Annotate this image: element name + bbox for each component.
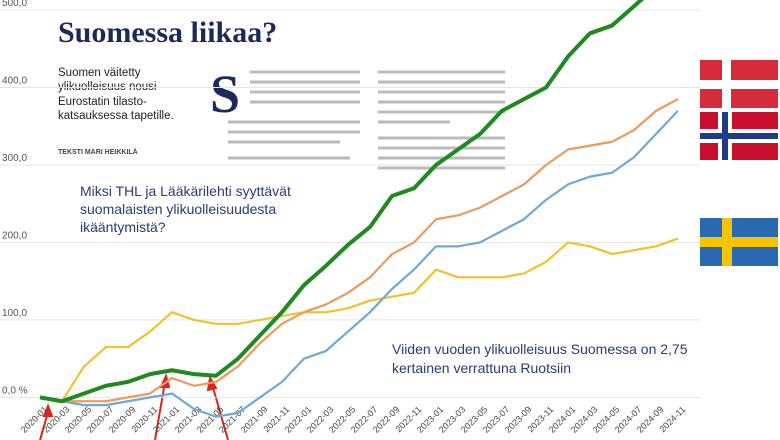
arrows (39, 373, 229, 440)
y-tick-label: 200,0 (2, 230, 27, 241)
y-tick-label: 0,0 % (2, 385, 28, 396)
annotation-box: Miksi THL ja Lääkärilehti syyttävät suom… (80, 183, 291, 236)
column-text (228, 70, 505, 170)
series-line (39, 0, 645, 404)
subtitle-box: Suomen väitetty ylikuolleisuus nousi Eur… (58, 67, 174, 123)
series-line (39, 98, 679, 403)
flags (700, 60, 778, 266)
annotation: Viiden vuoden ylikuolleisuus Suomessa on… (392, 341, 688, 376)
chart-title: Suomessa liikaa? (58, 16, 277, 49)
y-tick-label: 300,0 (2, 153, 27, 164)
y-tick-label: 500,0 (2, 0, 27, 9)
annotation: Miksi THL ja Lääkärilehti syyttävät suom… (80, 183, 291, 236)
annotation-box: Viiden vuoden ylikuolleisuus Suomessa on… (392, 341, 688, 376)
byline: TEKSTI MARI HEIKKILÄ (58, 148, 138, 156)
chart-subtitle: Suomen väitetty ylikuolleisuus nousi Eur… (58, 67, 174, 123)
drop-cap: S (210, 64, 240, 124)
magazine-clip: Suomessa liikaa? Suomen väitetty ylikuol… (58, 16, 505, 170)
series-line (39, 110, 679, 418)
series-line (39, 237, 679, 403)
y-tick-label: 400,0 (2, 76, 27, 87)
y-tick-label: 100,0 (2, 308, 27, 319)
